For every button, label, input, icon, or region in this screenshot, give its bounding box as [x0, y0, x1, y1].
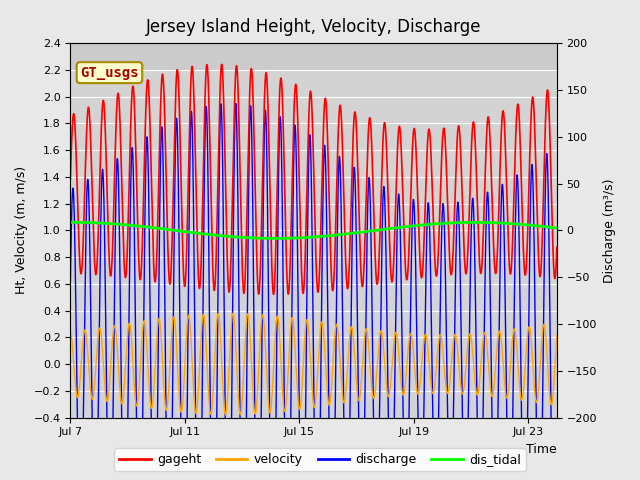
velocity	[355, 397, 362, 403]
dis_tidal	[71, 219, 79, 225]
velocity	[453, 342, 461, 348]
velocity	[428, 383, 435, 389]
dis_tidal	[271, 236, 279, 241]
dis_tidal	[428, 221, 435, 227]
discharge	[453, 209, 461, 215]
gageht	[91, 264, 99, 270]
discharge	[553, 454, 561, 460]
dis_tidal	[376, 227, 383, 233]
velocity	[221, 412, 229, 418]
gageht	[428, 154, 435, 160]
dis_tidal	[355, 229, 362, 235]
Line: dis_tidal: dis_tidal	[70, 222, 557, 239]
dis_tidal	[67, 219, 74, 225]
velocity	[376, 334, 383, 340]
Line: discharge: discharge	[70, 104, 557, 480]
gageht	[218, 61, 225, 67]
Bar	[70, 43, 557, 70]
velocity	[553, 333, 561, 338]
discharge	[428, 303, 435, 309]
discharge	[232, 101, 239, 107]
velocity	[243, 317, 250, 323]
dis_tidal	[553, 225, 561, 231]
gageht	[553, 244, 561, 250]
dis_tidal	[91, 220, 99, 226]
Y-axis label: Discharge (m³/s): Discharge (m³/s)	[603, 178, 616, 283]
Y-axis label: Ht, Velocity (m, m/s): Ht, Velocity (m, m/s)	[15, 167, 28, 294]
gageht	[243, 226, 250, 232]
Line: velocity: velocity	[70, 313, 557, 415]
dis_tidal	[243, 235, 250, 240]
Legend: gageht, velocity, discharge, dis_tidal: gageht, velocity, discharge, dis_tidal	[115, 448, 525, 471]
discharge	[376, 408, 383, 413]
velocity	[91, 378, 99, 384]
X-axis label: Time: Time	[526, 443, 557, 456]
gageht	[376, 243, 383, 249]
gageht	[453, 138, 461, 144]
discharge	[243, 392, 250, 398]
Text: GT_usgs: GT_usgs	[80, 66, 139, 80]
dis_tidal	[453, 220, 461, 226]
discharge	[67, 277, 74, 283]
Title: Jersey Island Height, Velocity, Discharge: Jersey Island Height, Velocity, Discharg…	[146, 18, 481, 36]
discharge	[355, 392, 362, 397]
velocity	[229, 311, 237, 316]
gageht	[355, 185, 362, 191]
Line: gageht: gageht	[70, 64, 557, 294]
gageht	[269, 291, 277, 297]
gageht	[67, 176, 74, 181]
velocity	[67, 329, 74, 335]
